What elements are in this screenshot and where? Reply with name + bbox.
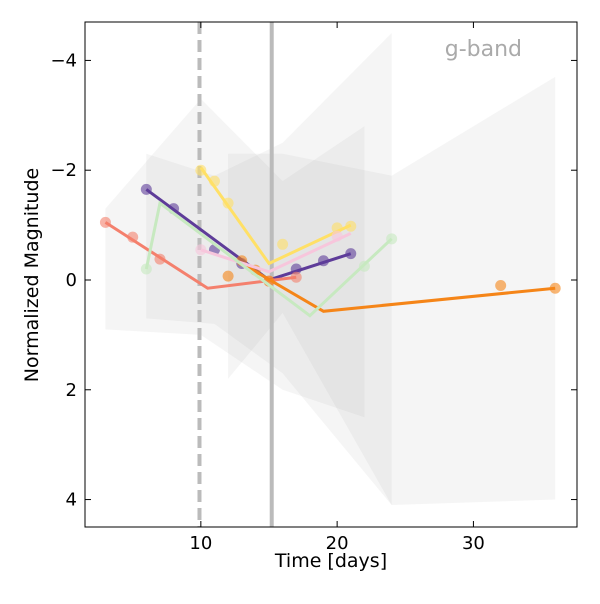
data-point [386, 233, 398, 245]
data-point [331, 222, 343, 234]
data-point [277, 238, 289, 250]
data-point [222, 197, 234, 209]
data-point [140, 183, 152, 195]
fit-line [199, 166, 352, 266]
x-tick-label: 20 [326, 533, 349, 554]
data-point [358, 260, 370, 272]
data-point [318, 255, 330, 267]
data-point [154, 253, 166, 265]
fit-line [200, 231, 352, 274]
data-point [99, 216, 111, 228]
plot-area [99, 22, 561, 527]
y-tick-label: −2 [50, 160, 77, 181]
plot-frame [84, 21, 578, 528]
x-tick-label: 10 [189, 533, 212, 554]
uncertainty-band [146, 32, 392, 506]
y-tick-label: 0 [66, 270, 77, 291]
data-point [495, 279, 507, 291]
x-tick-label: 30 [462, 533, 485, 554]
y-axis-label: Normalized Magnitude [21, 168, 43, 382]
data-point [195, 244, 207, 256]
data-point [208, 175, 220, 187]
y-tick-label: −4 [50, 50, 77, 71]
y-tick-label: 2 [66, 380, 77, 401]
data-point [549, 282, 561, 294]
data-point [222, 270, 234, 282]
uncertainty-band [228, 76, 556, 506]
data-point [331, 230, 343, 242]
band-annotation: g-band [445, 37, 522, 62]
data-point [345, 248, 357, 260]
data-point [290, 271, 302, 283]
data-point [127, 231, 139, 243]
data-point [140, 263, 152, 275]
data-point [195, 164, 207, 176]
data-point [345, 220, 357, 232]
fit-line [144, 200, 393, 318]
x-axis-label: Time [days] [274, 550, 387, 572]
data-point [290, 263, 302, 275]
y-tick-label: 4 [66, 490, 77, 511]
